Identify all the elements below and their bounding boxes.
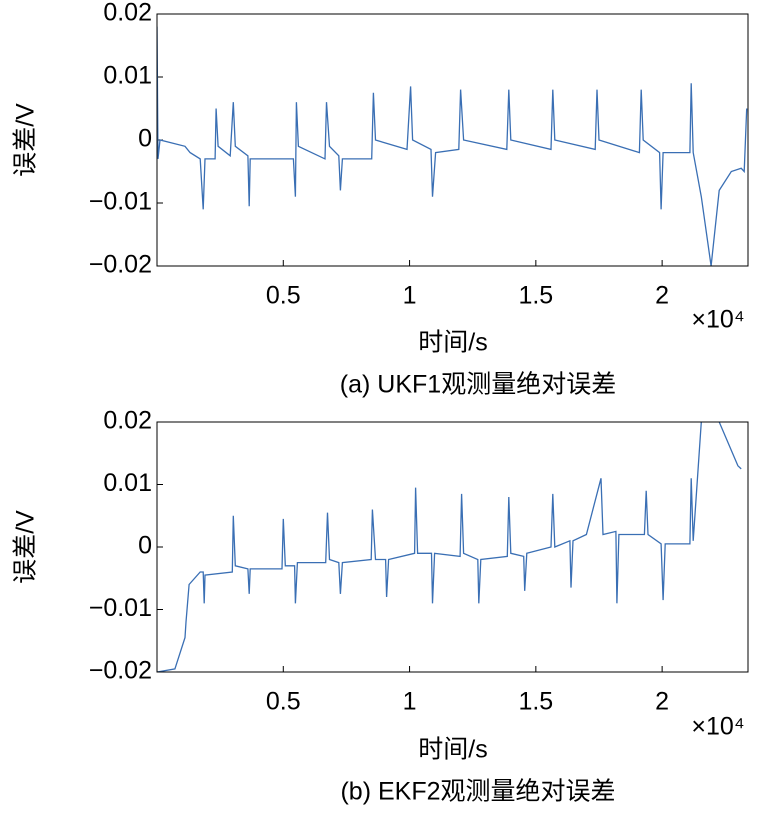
y-tick-label: 0.01: [103, 469, 152, 497]
plot-frame: [156, 421, 749, 673]
y-tick-label: 0: [138, 532, 152, 560]
x-tick-label: 2: [655, 688, 669, 716]
x-tick-label: 1.5: [518, 688, 553, 716]
y-axis-label: 误差/V: [12, 510, 40, 584]
x-axis-label: 时间/s: [418, 329, 487, 357]
y-tick-label: 0.01: [103, 62, 152, 90]
plot-frame: [156, 13, 749, 267]
data-line: [157, 422, 742, 672]
y-tick-label: −0.01: [89, 188, 152, 216]
x-tick-label: 1: [403, 688, 417, 716]
caption: (a) UKF1观测量绝对误差: [340, 371, 616, 399]
y-tick-label: 0.02: [103, 0, 152, 27]
x-tick-label: 1: [403, 282, 417, 310]
y-axis-label: 误差/V: [12, 103, 40, 177]
x-tick-label: 0.5: [266, 688, 301, 716]
x-axis-label: 时间/s: [418, 736, 487, 764]
caption: (b) EKF2观测量绝对误差: [340, 778, 615, 806]
data-line: [157, 26, 748, 266]
y-tick-label: −0.02: [89, 657, 152, 685]
x-tick-label: 2: [655, 282, 669, 310]
y-tick-label: 0.02: [103, 407, 152, 435]
y-tick-label: −0.01: [89, 594, 152, 622]
y-tick-label: 0: [138, 125, 152, 153]
x-multiplier: ×10⁴: [691, 713, 744, 741]
x-tick-label: 1.5: [518, 282, 553, 310]
y-tick-label: −0.02: [89, 251, 152, 279]
x-multiplier: ×10⁴: [691, 306, 744, 334]
x-tick-label: 0.5: [266, 282, 301, 310]
